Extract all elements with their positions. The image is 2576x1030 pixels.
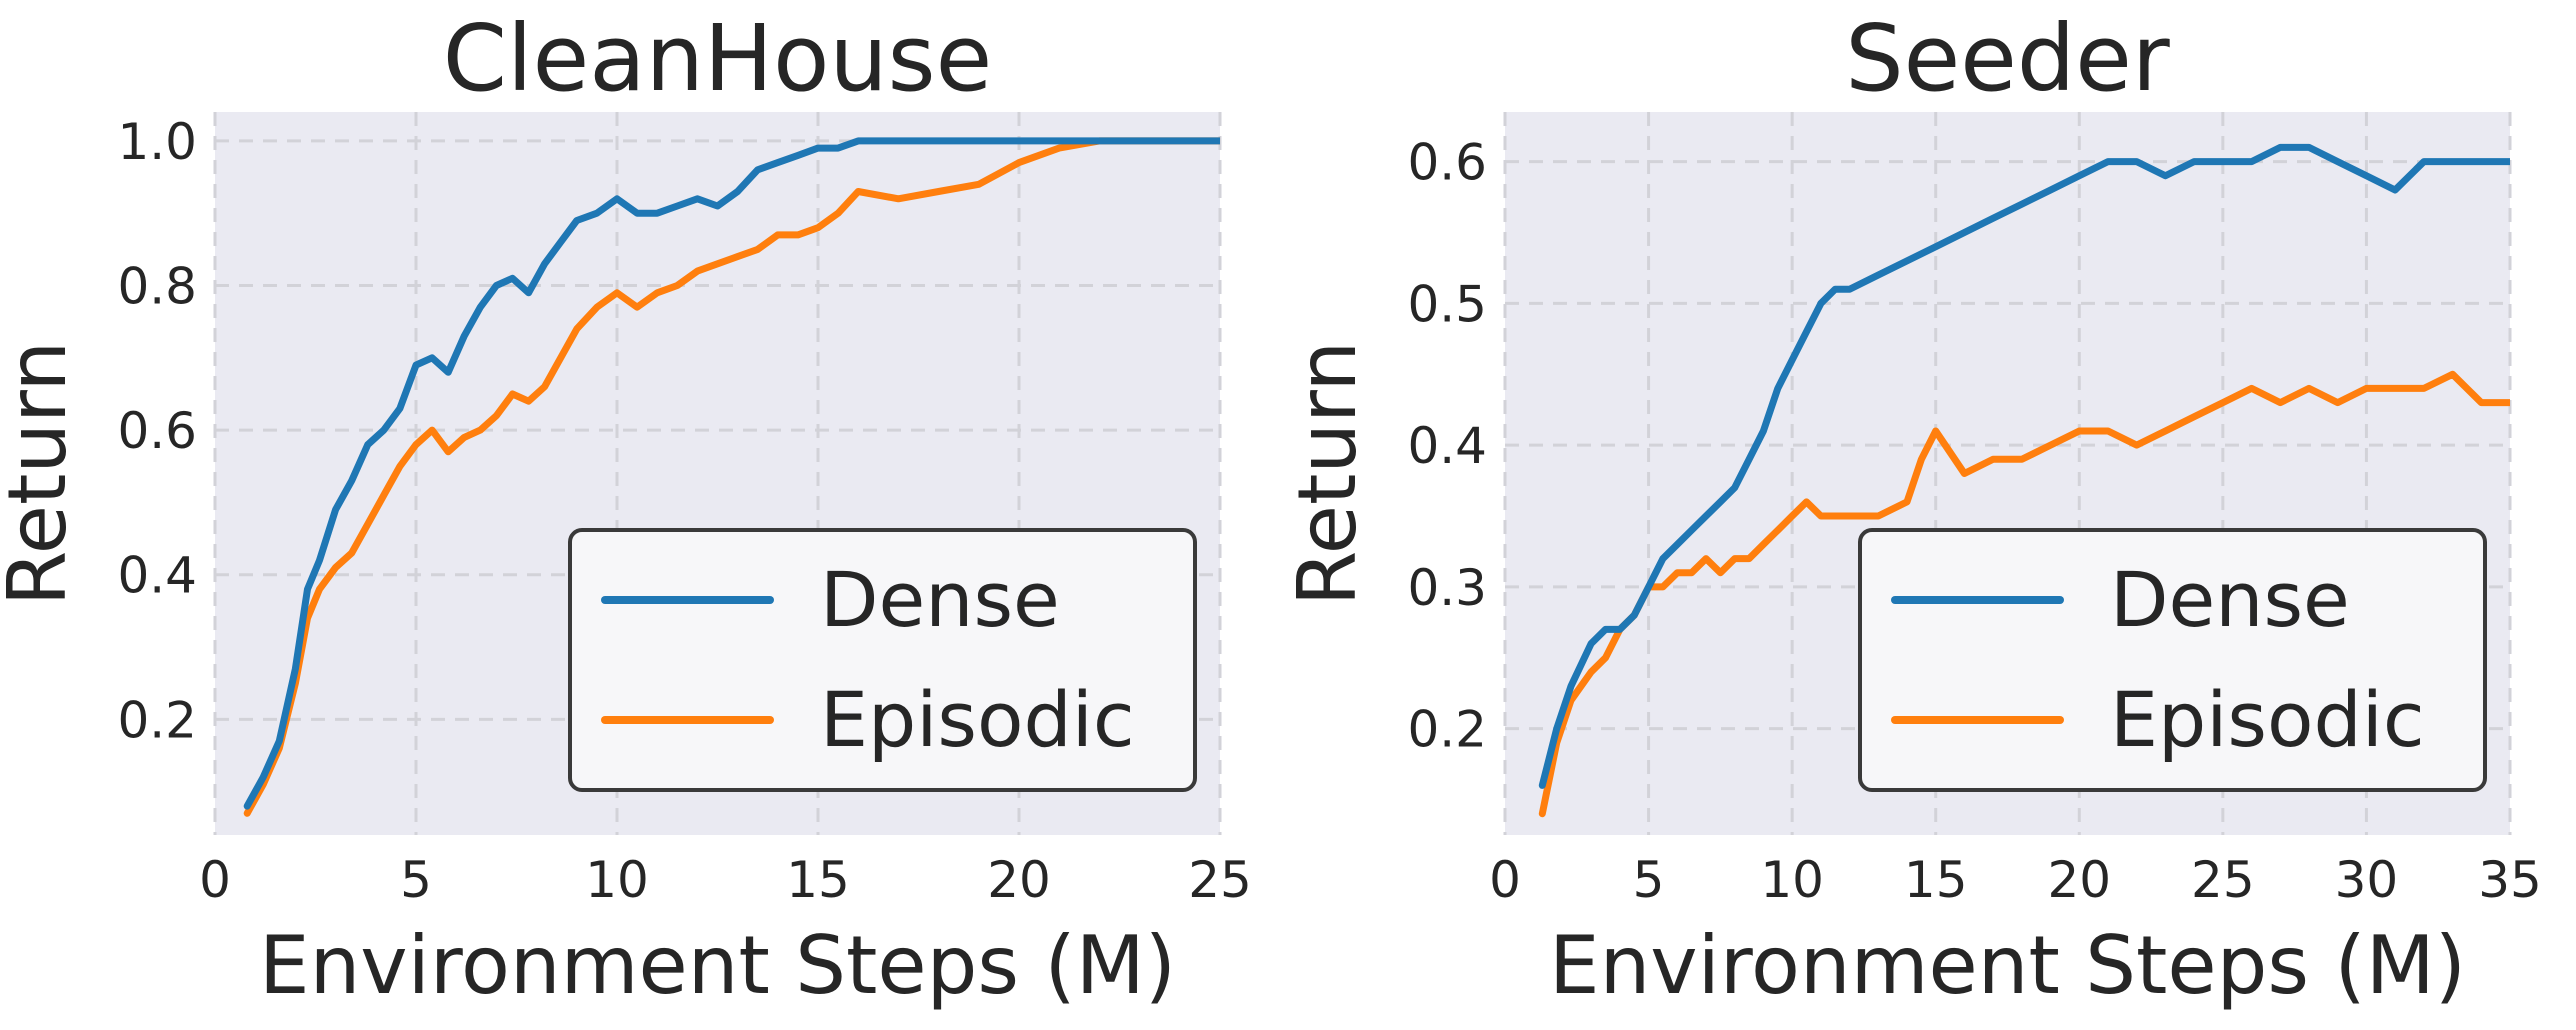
x-tick-label: 20 xyxy=(987,851,1051,909)
y-tick-label: 0.2 xyxy=(1407,701,1487,759)
legend-label-dense: Dense xyxy=(2110,555,2350,644)
x-tick-label: 10 xyxy=(585,851,649,909)
series-line-episodic xyxy=(1538,370,2510,818)
chart-seeder: 0 5 10 15 20 25 30 35 0.2 0.3 0.4 0.5 0.6 Seeder Envir… xyxy=(1281,5,2542,1012)
x-axis-label: Environment Steps (M) xyxy=(1549,919,2466,1012)
legend-box xyxy=(1858,528,2487,792)
legend-label-dense: Dense xyxy=(820,555,1060,644)
y-tick-label: 0.6 xyxy=(1407,134,1487,192)
legend-label-episodic: Episodic xyxy=(820,675,1135,764)
y-tick-label: 0.2 xyxy=(117,691,197,749)
y-axis-label: Return xyxy=(1281,341,1374,606)
x-tick-label: 15 xyxy=(786,851,850,909)
y-tick-label: 0.3 xyxy=(1407,559,1487,617)
x-tick-label: 25 xyxy=(2191,851,2255,909)
chart-cleanhouse: 0 5 10 15 20 25 0.2 0.4 0.6 0.8 1.0 CleanHouse Envir… xyxy=(0,5,1252,1012)
x-tick-label: 5 xyxy=(400,851,432,909)
y-axis-label: Return xyxy=(0,341,84,606)
series-line-dense xyxy=(243,137,1220,810)
y-tick-label: 0.4 xyxy=(117,547,197,605)
series-line-episodic xyxy=(243,137,1220,817)
legend: Dense Episodic xyxy=(1858,528,2487,792)
y-tick-label: 0.6 xyxy=(117,402,197,460)
x-tick-label: 35 xyxy=(2478,851,2542,909)
x-tick-label: 30 xyxy=(2335,851,2399,909)
x-tick-label: 5 xyxy=(1633,851,1665,909)
chart-title: CleanHouse xyxy=(443,5,992,112)
chart-title: Seeder xyxy=(1845,5,2170,112)
legend: Dense Episodic xyxy=(568,528,1197,792)
legend-box xyxy=(568,528,1197,792)
x-tick-label: 10 xyxy=(1760,851,1824,909)
x-tick-label: 20 xyxy=(2047,851,2111,909)
y-tick-label: 0.4 xyxy=(1407,417,1487,475)
legend-label-episodic: Episodic xyxy=(2110,675,2425,764)
y-tick-label: 1.0 xyxy=(117,113,197,171)
series-line-dense xyxy=(1538,143,2510,789)
x-tick-label: 0 xyxy=(199,851,231,909)
y-tick-label: 0.8 xyxy=(117,258,197,316)
y-tick-label: 0.5 xyxy=(1407,275,1487,333)
x-tick-label: 25 xyxy=(1188,851,1252,909)
x-axis-label: Environment Steps (M) xyxy=(259,919,1176,1012)
x-tick-label: 15 xyxy=(1904,851,1968,909)
x-tick-label: 0 xyxy=(1489,851,1521,909)
